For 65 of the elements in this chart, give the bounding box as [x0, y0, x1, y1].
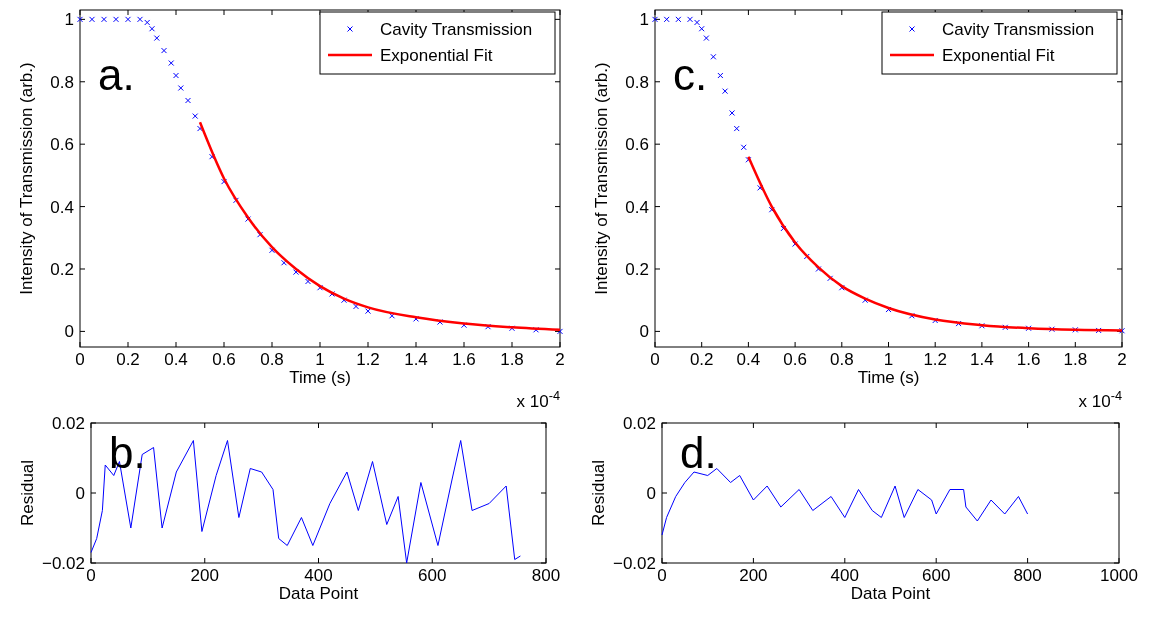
- x-tick-label: 1.6: [1016, 350, 1041, 369]
- x-tick-label: 200: [190, 566, 219, 585]
- x-axis-title: Time (s): [857, 368, 920, 387]
- y-tick-label: 0: [646, 484, 656, 503]
- y-tick-label: 1: [64, 10, 74, 30]
- y-tick-label: 0.2: [625, 259, 649, 279]
- y-tick-label: 0.2: [50, 259, 74, 279]
- y-tick-label: 1: [639, 10, 649, 30]
- x-tick-label: 400: [830, 566, 859, 585]
- annotation: d.: [680, 428, 717, 477]
- legend-label: Exponential Fit: [942, 46, 1055, 65]
- x-tick-label: 0.6: [783, 350, 807, 369]
- x-tick-label: 1.8: [1063, 350, 1088, 369]
- legend-label: Exponential Fit: [380, 46, 493, 65]
- x-tick-label: 1000: [1100, 566, 1138, 585]
- x-tick-label: 0.6: [212, 350, 236, 369]
- y-axis-title: Intensity of Transmission (arb.): [17, 62, 36, 295]
- y-tick-label: 0.4: [50, 197, 74, 217]
- x-tick-label: 0.2: [116, 350, 140, 369]
- annotation: a.: [98, 50, 135, 99]
- x-tick-label: 0.8: [829, 350, 854, 369]
- y-tick-label: 0.02: [622, 414, 656, 433]
- y-tick-label: 0.6: [625, 135, 649, 155]
- x-axis-title: Time (s): [289, 368, 351, 387]
- y-tick-label: −0.02: [41, 554, 85, 573]
- x-tick-label: 1.6: [452, 350, 476, 369]
- x-tick-label: 0.4: [736, 350, 761, 369]
- y-tick-label: 0: [75, 484, 85, 503]
- x-tick-label: 0.4: [164, 350, 188, 369]
- x-tick-label: 1.2: [923, 350, 948, 369]
- x-tick-label: 1.8: [500, 350, 524, 369]
- x-tick-label: 1.4: [404, 350, 428, 369]
- annotation: b.: [109, 428, 146, 477]
- y-axis-title: Residual: [589, 459, 608, 527]
- text: x 10$^{-4}$: [516, 387, 560, 411]
- y-tick-label: 0.8: [50, 72, 74, 92]
- x-tick-label: 400: [304, 566, 333, 585]
- legend-label: Cavity Transmission: [380, 20, 533, 39]
- y-axis-title: Intensity of Transmission (arb.): [592, 62, 611, 295]
- annotation: c.: [673, 50, 708, 99]
- y-tick-label: 0: [639, 322, 649, 342]
- x-tick-label: 200: [739, 566, 768, 585]
- x-tick-label: 1: [315, 350, 325, 369]
- x-tick-label: 1: [883, 350, 894, 369]
- x-axis-title: Data Point: [278, 584, 359, 603]
- x-tick-label: 800: [1013, 566, 1042, 585]
- x-tick-label: 1.2: [356, 350, 380, 369]
- x-tick-label: 600: [418, 566, 447, 585]
- y-axis-title: Residual: [18, 459, 37, 527]
- x-tick-label: 1.4: [970, 350, 994, 369]
- text: x 10$^{-4}$: [1078, 387, 1122, 411]
- x-axis-title: Data Point: [850, 584, 931, 603]
- x-tick-label: 0.2: [689, 350, 714, 369]
- x-tick-label: 800: [531, 566, 561, 585]
- y-tick-label: 0.02: [51, 414, 85, 433]
- y-tick-label: −0.02: [612, 554, 656, 573]
- y-tick-label: 0: [64, 322, 74, 342]
- y-tick-label: 0.4: [625, 197, 649, 217]
- y-tick-label: 0.6: [50, 135, 74, 155]
- x-tick-label: 2: [555, 350, 565, 369]
- x-tick-label: 600: [922, 566, 951, 585]
- y-tick-label: 0.8: [625, 72, 649, 92]
- x-tick-label: 2: [1117, 350, 1127, 369]
- x-tick-label: 0.8: [260, 350, 284, 369]
- legend-label: Cavity Transmission: [942, 20, 1095, 39]
